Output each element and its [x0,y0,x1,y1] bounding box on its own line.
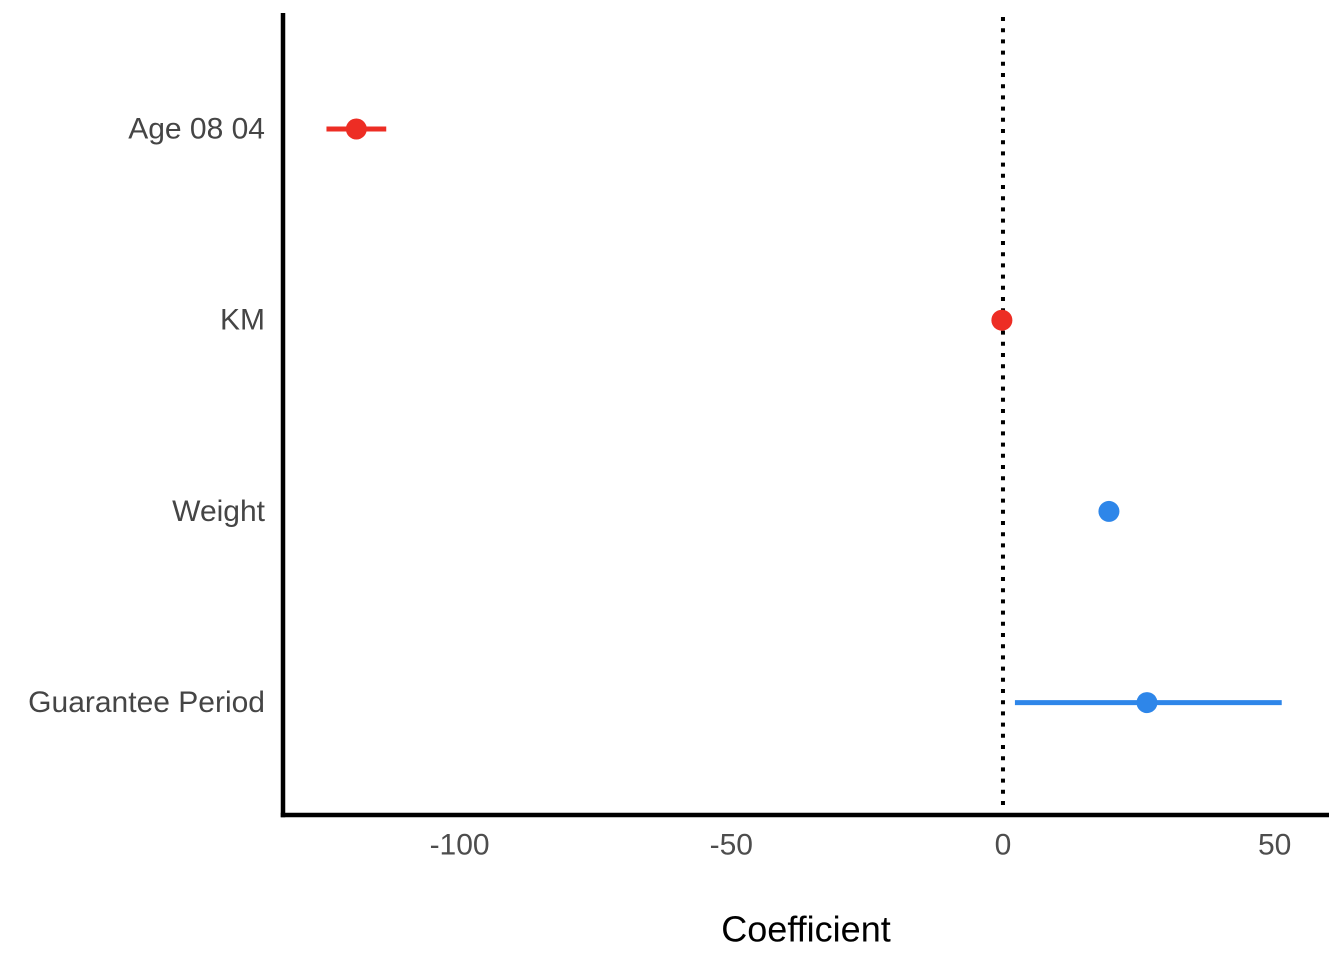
y-category-label-weight: Weight [172,495,265,528]
point-age-08-04 [345,118,367,140]
row-km [991,309,1013,331]
point-guarantee-period [1136,692,1158,714]
y-category-label-km: KM [220,304,265,337]
x-tick-label-100: -100 [430,829,490,862]
row-age-08-04 [326,118,387,140]
x-tick-label-50: 50 [1258,829,1291,862]
x-axis-title: Coefficient [721,909,890,950]
row-weight [1098,500,1120,522]
label-layer: Age 08 04 KM Weight Guarantee Period -100 -50… [28,113,1291,862]
row-guarantee-period [1014,692,1282,714]
x-tick-label-50: -50 [710,829,753,862]
data-layer [326,118,1282,714]
y-category-label-age-08-04: Age 08 04 [128,113,265,146]
point-km [991,309,1013,331]
axis-layer [280,13,1329,818]
point-weight [1098,500,1120,522]
x-tick-label-0: 0 [995,829,1012,862]
y-category-label-guarantee-period: Guarantee Period [28,686,265,719]
